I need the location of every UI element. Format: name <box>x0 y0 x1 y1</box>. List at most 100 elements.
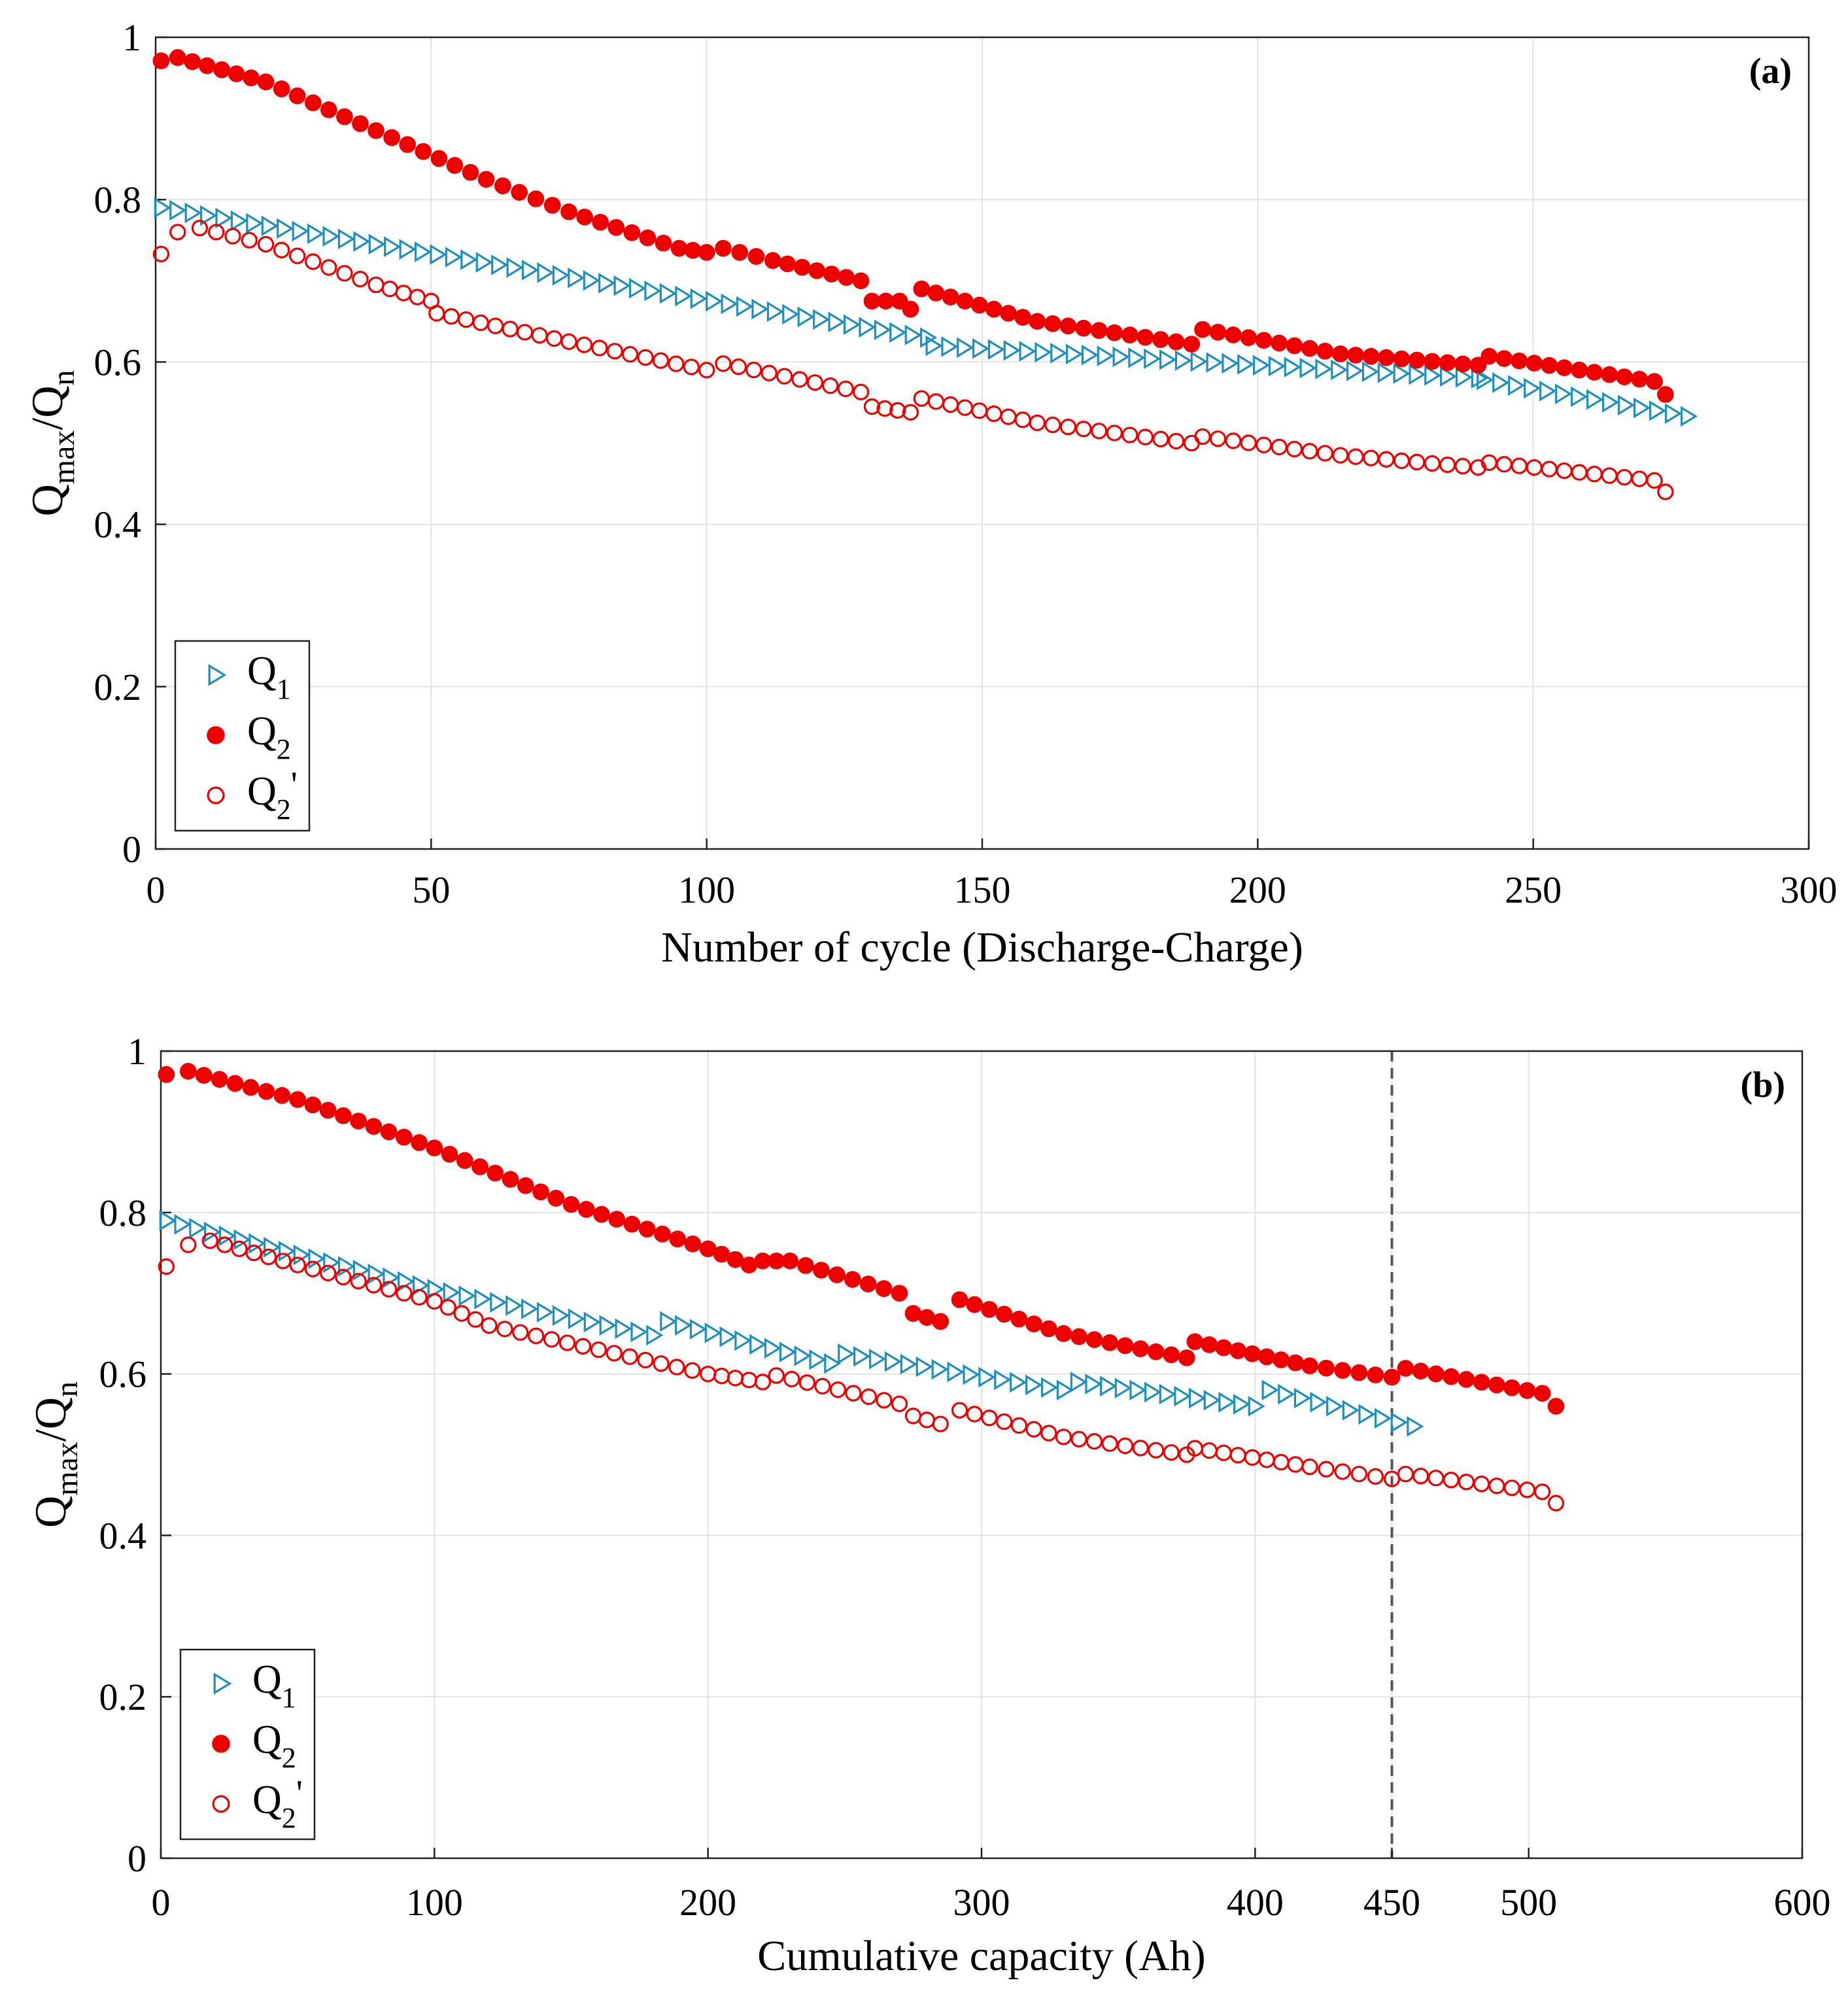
data-point <box>1539 381 1557 402</box>
data-point <box>966 1406 983 1423</box>
data-point <box>1646 373 1663 390</box>
data-point <box>521 1298 539 1320</box>
data-point <box>245 1244 262 1262</box>
data-point <box>1194 428 1211 445</box>
data-point <box>654 1225 671 1243</box>
data-point <box>1056 1379 1074 1401</box>
data-point <box>814 1377 831 1394</box>
data-point <box>1367 1366 1384 1383</box>
data-point <box>460 249 478 270</box>
data-point <box>1393 350 1411 368</box>
data-point <box>474 1289 492 1309</box>
data-point <box>608 1211 626 1228</box>
data-point <box>1393 452 1411 470</box>
data-point <box>853 1345 871 1367</box>
data-point <box>932 1415 949 1432</box>
data-point <box>1025 1315 1042 1332</box>
data-point <box>337 228 355 250</box>
data-point <box>761 364 778 382</box>
data-point <box>698 362 715 379</box>
data-point <box>1201 1336 1218 1353</box>
data-point <box>824 1353 842 1374</box>
data-point <box>1025 1374 1043 1396</box>
data-point <box>1631 470 1648 487</box>
data-point <box>246 213 264 234</box>
data-point <box>925 335 943 356</box>
data-point <box>446 157 464 174</box>
data-point <box>1361 361 1379 383</box>
data-point <box>613 275 631 296</box>
data-point <box>189 1217 207 1239</box>
x-tick-label: 100 <box>406 1881 463 1924</box>
data-point <box>1409 364 1426 385</box>
data-point <box>1293 1387 1311 1409</box>
data-point <box>941 336 959 357</box>
data-point <box>1240 329 1258 347</box>
data-point <box>918 1411 935 1428</box>
data-point <box>951 1402 968 1419</box>
data-point <box>159 1210 177 1231</box>
data-point <box>1248 1396 1265 1417</box>
data-point <box>852 383 870 400</box>
data-point <box>1203 1389 1221 1411</box>
data-point <box>1586 466 1603 483</box>
data-point <box>1424 365 1442 386</box>
data-point <box>335 1268 352 1286</box>
x-tick-label: 300 <box>953 1881 1010 1924</box>
data-point <box>913 280 931 298</box>
data-point <box>1383 1368 1401 1386</box>
data-point <box>289 247 306 264</box>
data-point <box>1137 328 1154 346</box>
data-point <box>1106 424 1123 441</box>
data-point <box>502 1171 519 1188</box>
data-point <box>1332 447 1349 464</box>
data-point <box>987 339 1005 360</box>
y-tick-label: 0.2 <box>94 666 142 708</box>
data-point <box>1050 343 1068 364</box>
data-point <box>475 252 493 273</box>
data-point <box>179 1063 197 1080</box>
data-point <box>158 1258 175 1275</box>
data-point <box>384 236 402 258</box>
data-point <box>491 254 509 275</box>
x-tick-label: 200 <box>679 1881 736 1924</box>
data-point <box>152 52 170 69</box>
data-point <box>592 213 609 231</box>
data-point <box>1258 1348 1275 1366</box>
y-label-sub-max: max <box>50 1442 84 1496</box>
data-point <box>1209 324 1227 341</box>
data-point <box>996 1413 1013 1430</box>
data-point <box>322 226 340 247</box>
data-point <box>1480 347 1498 365</box>
data-point <box>443 1282 460 1303</box>
data-point <box>621 1348 638 1365</box>
data-point <box>336 265 353 282</box>
data-point <box>951 1291 968 1308</box>
data-point <box>1065 343 1084 365</box>
data-point <box>947 1361 965 1383</box>
data-point <box>1350 1364 1368 1381</box>
x-tick-label: 250 <box>1505 869 1562 911</box>
data-point <box>1101 1334 1118 1351</box>
data-point <box>502 320 519 338</box>
data-point <box>521 260 539 281</box>
data-point <box>1286 337 1303 355</box>
data-point <box>1518 1382 1536 1399</box>
data-point <box>704 1323 722 1343</box>
data-point <box>1055 1325 1072 1342</box>
data-point <box>323 1252 341 1273</box>
data-point <box>844 1271 861 1288</box>
legend-marker-q2p <box>207 786 225 805</box>
data-point <box>913 390 930 407</box>
data-point <box>228 65 245 82</box>
data-point <box>1496 456 1513 473</box>
data-point <box>652 352 670 369</box>
data-point <box>1664 403 1683 424</box>
data-point <box>1273 1453 1290 1471</box>
legend-marker-q1 <box>213 1672 232 1695</box>
data-point <box>336 108 353 126</box>
data-point <box>453 1305 470 1322</box>
data-point <box>891 1395 908 1412</box>
data-point <box>1167 333 1185 351</box>
